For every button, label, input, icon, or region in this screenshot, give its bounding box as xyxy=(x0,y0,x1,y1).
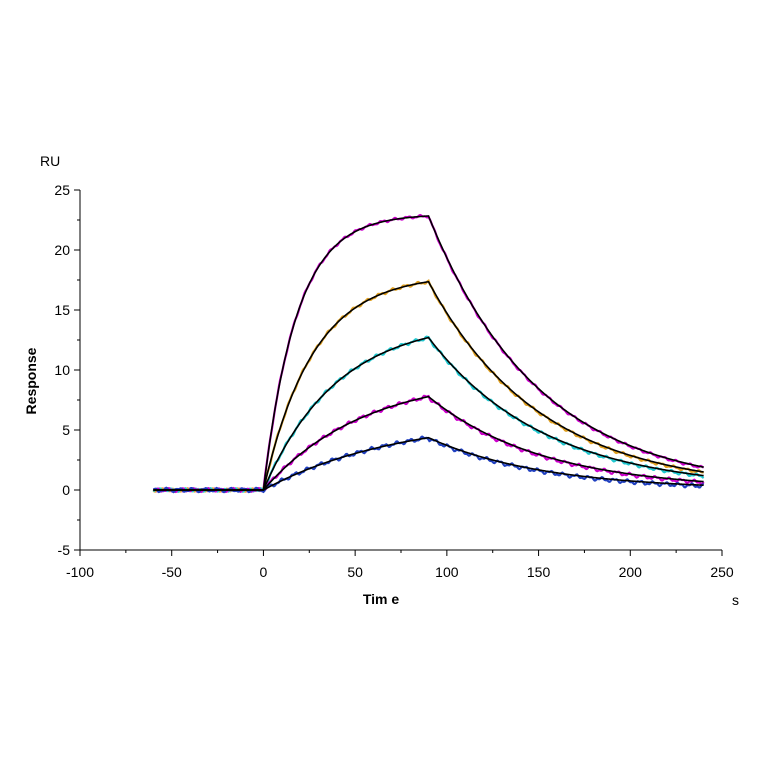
x-tick-label: -50 xyxy=(162,564,182,580)
x-tick-label: 0 xyxy=(260,564,268,580)
y-axis-unit: RU xyxy=(40,153,60,169)
x-tick-label: 250 xyxy=(710,564,734,580)
y-tick-label: 10 xyxy=(54,362,70,378)
x-tick-label: 100 xyxy=(435,564,459,580)
series-group xyxy=(152,213,705,494)
y-tick-label: 15 xyxy=(54,302,70,318)
data-curve xyxy=(153,435,705,494)
x-tick-label: 200 xyxy=(619,564,643,580)
y-tick-label: 5 xyxy=(62,422,70,438)
y-tick-label: 25 xyxy=(54,182,70,198)
y-tick-label: 20 xyxy=(54,242,70,258)
axes xyxy=(79,190,722,551)
fit-curve xyxy=(153,436,704,491)
fit-curve xyxy=(153,280,704,491)
fit-curve xyxy=(153,336,704,491)
y-tick-label: 0 xyxy=(62,482,70,498)
y-axis-title: Response xyxy=(23,347,39,414)
data-curve xyxy=(152,335,705,493)
x-axis-title: Tim e xyxy=(363,591,400,607)
data-curve xyxy=(153,213,705,493)
x-tick-label: -100 xyxy=(66,564,94,580)
fit-curve xyxy=(153,215,704,491)
y-axis-ticks: -5 0 5 10 15 20 25 xyxy=(54,182,80,558)
y-tick-label: -5 xyxy=(58,542,71,558)
data-curve xyxy=(153,394,705,494)
x-axis-unit: s xyxy=(732,592,739,608)
x-tick-label: 50 xyxy=(347,564,363,580)
x-tick-label: 150 xyxy=(527,564,551,580)
x-axis-ticks: -100 -50 0 50 100 150 200 250 xyxy=(66,550,734,580)
